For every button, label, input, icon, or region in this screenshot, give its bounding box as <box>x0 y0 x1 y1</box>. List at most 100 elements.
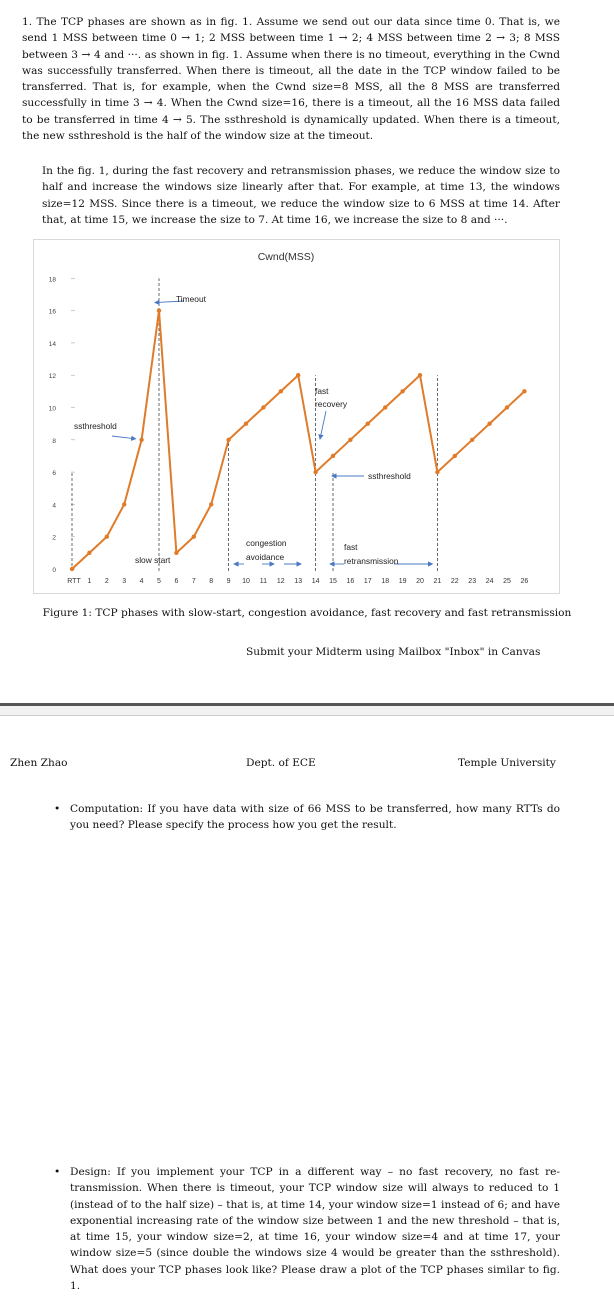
x-tick-label: 23 <box>468 578 476 585</box>
x-tick-label: 20 <box>416 578 424 585</box>
x-tick-label: 19 <box>399 578 407 585</box>
data-point <box>261 405 266 410</box>
design-question-text: Design: If you implement your TCP in a d… <box>70 1166 560 1293</box>
y-tick-label: 0 <box>52 567 56 574</box>
y-tick-label: 2 <box>52 535 56 542</box>
y-tick-label: 4 <box>52 502 56 509</box>
fast-recovery-arrow <box>318 410 327 440</box>
x-tick-label: 21 <box>434 578 442 585</box>
data-point <box>348 437 353 442</box>
annotation-arrows <box>111 299 434 567</box>
fast-recovery-label-1: fast <box>315 386 329 396</box>
data-point <box>278 389 283 394</box>
x-tick-label: 22 <box>451 578 459 585</box>
x-tick-label: 13 <box>294 578 302 585</box>
x-tick-label: 10 <box>242 578 250 585</box>
bullet-icon: • <box>54 1166 61 1178</box>
y-tick-label: 10 <box>49 406 57 413</box>
y-tick-label: 16 <box>49 309 57 316</box>
data-point <box>139 437 144 442</box>
figure-caption: Figure 1: TCP phases with slow-start, co… <box>42 607 572 619</box>
x-tick-label: 17 <box>364 578 372 585</box>
congestion-avoidance-label-2: avoidance <box>246 552 285 562</box>
data-point <box>383 405 388 410</box>
x-tick-label: 26 <box>521 578 529 585</box>
data-point <box>174 550 179 556</box>
fast-recovery-paragraph: In the fig. 1, during the fast recovery … <box>42 165 560 226</box>
fast-recovery-label-2: recovery <box>315 399 348 409</box>
data-point <box>87 550 92 556</box>
data-point <box>365 421 370 426</box>
header-author: Zhen Zhao <box>10 757 68 769</box>
phase-divider-lines <box>71 278 438 571</box>
data-point <box>313 469 318 475</box>
data-point <box>504 405 510 410</box>
x-tick-label: RTT <box>67 578 81 585</box>
computation-question-text: Computation: If you have data with size … <box>70 803 560 832</box>
question-paragraph: 1. The TCP phases are shown as in fig. 1… <box>22 16 560 143</box>
data-point <box>522 389 527 394</box>
design-question: • Design: If you implement your TCP in a… <box>54 1164 560 1294</box>
x-tick-label: 16 <box>347 578 355 585</box>
data-point <box>487 421 492 426</box>
x-tick-label: 18 <box>381 578 389 585</box>
x-tick-label: 8 <box>209 578 213 585</box>
y-tick-label: 6 <box>52 470 56 477</box>
ssthreshold-arrow <box>111 435 137 441</box>
ssthreshold-left-label: ssthreshold <box>74 421 117 431</box>
chart-title: Cwnd(MSS) <box>258 251 315 263</box>
slow-start-label: slow start <box>135 555 171 565</box>
fast-retransmission-label-1: fast <box>344 542 358 552</box>
data-point <box>296 373 301 378</box>
y-axis-ticks: 0 2 4 6 8 10 12 14 16 18 <box>49 276 75 574</box>
data-point <box>400 389 405 394</box>
data-point <box>417 373 423 378</box>
page-two <box>0 716 614 1304</box>
fast-retransmission-label-2: retransmission <box>344 556 399 566</box>
x-tick-label: 3 <box>122 578 126 585</box>
chart-annotations: Timeout ssthreshold ssthreshold fast rec… <box>74 294 411 566</box>
computation-question: • Computation: If you have data with siz… <box>54 801 560 834</box>
data-point <box>226 437 231 442</box>
x-tick-label: 12 <box>277 578 285 585</box>
data-point <box>69 566 75 572</box>
data-point <box>191 534 196 539</box>
x-tick-label: 15 <box>329 578 337 585</box>
bullet-icon: • <box>54 803 61 815</box>
timeout-label: Timeout <box>176 294 207 304</box>
timeout-arrow <box>154 299 185 306</box>
x-tick-label: 24 <box>486 578 494 585</box>
y-tick-label: 12 <box>49 373 57 380</box>
header-department: Dept. of ECE <box>246 757 316 769</box>
cwnd-data-points <box>69 308 527 572</box>
data-point <box>104 534 110 539</box>
header-university: Temple University <box>458 757 556 769</box>
y-tick-label: 18 <box>49 276 57 283</box>
x-axis-ticks: RTT 1 2 3 4 5 6 7 8 9 10 11 12 13 14 15 16 17 18 19 20 21 22 23… <box>67 578 528 585</box>
data-point <box>243 421 249 426</box>
x-tick-label: 25 <box>503 578 511 585</box>
x-tick-label: 11 <box>260 578 267 585</box>
x-tick-label: 5 <box>157 578 161 585</box>
congestion-avoidance-label-1: congestion <box>246 538 287 548</box>
page-separator <box>0 703 614 716</box>
data-point <box>209 502 214 507</box>
submit-note: Submit your Midterm using Mailbox "Inbox… <box>246 646 541 658</box>
x-tick-label: 6 <box>174 578 178 585</box>
x-tick-label: 2 <box>105 578 109 585</box>
x-tick-label: 14 <box>312 578 320 585</box>
data-point <box>470 437 475 442</box>
data-point <box>122 502 127 507</box>
y-tick-label: 14 <box>49 341 57 348</box>
x-tick-label: 9 <box>227 578 231 585</box>
y-tick-label: 8 <box>52 438 56 445</box>
cwnd-chart: Cwnd(MSS) 0 2 4 6 8 10 12 14 16 18 RTT 1 2 3 4 5 6 7 8 9 10… <box>33 239 560 594</box>
x-tick-label: 4 <box>140 578 144 585</box>
data-point <box>452 453 457 459</box>
data-point <box>156 308 162 313</box>
x-tick-label: 1 <box>87 578 91 585</box>
page-one: 1. The TCP phases are shown as in fig. 1… <box>22 16 572 658</box>
data-point <box>435 469 440 475</box>
x-tick-label: 7 <box>192 578 196 585</box>
